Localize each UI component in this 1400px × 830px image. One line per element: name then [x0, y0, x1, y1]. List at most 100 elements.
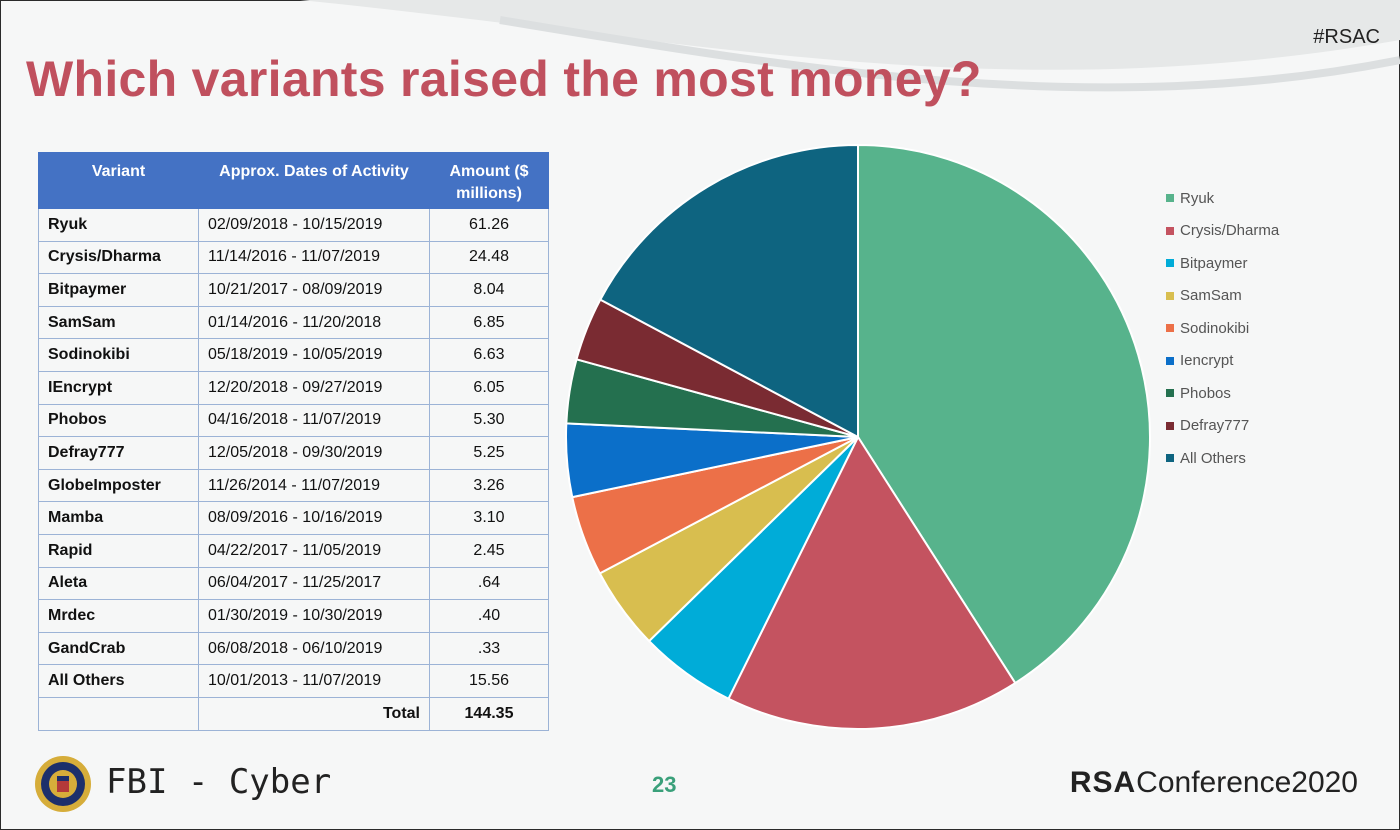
legend-item: Defray777 [1166, 410, 1279, 443]
dates-cell: 06/04/2017 - 11/25/2017 [198, 566, 430, 601]
column-header-dates: Approx. Dates of Activity [198, 152, 430, 209]
variant-cell: IEncrypt [38, 370, 199, 405]
table-row: Phobos 04/16/2018 - 11/07/2019 5.30 [38, 403, 549, 438]
table-row: GlobeImposter 11/26/2014 - 11/07/2019 3.26 [38, 468, 549, 503]
variant-cell: SamSam [38, 305, 199, 340]
dates-cell: 10/21/2017 - 08/09/2019 [198, 273, 430, 307]
pie-chart [565, 143, 1151, 730]
footer-org-name: FBI - Cyber [106, 762, 332, 802]
amount-cell: .40 [429, 599, 549, 633]
dates-cell: 12/05/2018 - 09/30/2019 [198, 436, 430, 470]
legend-swatch [1166, 454, 1174, 463]
dates-cell: 06/08/2018 - 06/10/2019 [198, 631, 430, 666]
legend-item: Iencrypt [1166, 345, 1279, 378]
dates-cell: 08/09/2016 - 10/16/2019 [198, 501, 430, 535]
dates-cell: 11/14/2016 - 11/07/2019 [198, 240, 430, 275]
variant-cell: Mrdec [38, 599, 199, 633]
table-row: GandCrab 06/08/2018 - 06/10/2019.33 [38, 631, 549, 666]
legend-item: Sodinokibi [1166, 312, 1279, 345]
rsa-brand: RSA [1069, 766, 1137, 799]
table-row: All Others 10/01/2013 - 11/07/2019 15.56 [38, 664, 549, 698]
amount-cell: 15.56 [429, 664, 549, 698]
dates-cell: 11/26/2014 - 11/07/2019 [198, 468, 430, 503]
legend-item: Ryuk [1166, 182, 1279, 215]
amount-cell: 8.04 [429, 273, 549, 307]
amount-cell: .64 [429, 566, 549, 601]
rsa-conference-logo: RSAConference2020 [1070, 766, 1358, 800]
legend-label: Phobos [1180, 384, 1231, 402]
legend-swatch [1166, 421, 1174, 430]
table-row: Aleta 06/04/2017 - 11/25/2017.64 [38, 566, 549, 601]
table-row: IEncrypt 12/20/2018 - 09/27/2019 6.05 [38, 370, 549, 405]
legend-item: Phobos [1166, 377, 1279, 410]
background-swoosh [300, 0, 1400, 92]
legend-swatch [1166, 259, 1174, 268]
total-empty-cell [38, 696, 199, 731]
table-row: Ryuk 02/09/2018 - 10/15/2019 61.26 [38, 208, 549, 242]
fbi-seal-logo [35, 756, 91, 812]
amount-cell: 3.26 [429, 468, 549, 503]
amount-cell: 5.25 [429, 436, 549, 470]
table-header-row: Variant Approx. Dates of Activity Amount… [38, 152, 549, 209]
legend-label: Sodinokibi [1180, 319, 1250, 337]
legend-swatch [1166, 356, 1174, 365]
amount-cell: 61.26 [429, 208, 549, 242]
legend-label: Ryuk [1180, 189, 1215, 207]
page-number: 23 [652, 772, 677, 797]
legend-label: Bitpaymer [1180, 254, 1248, 272]
pie-slice-crysis-dharma [727, 434, 1017, 730]
variant-cell: GandCrab [38, 631, 199, 666]
total-label: Total [198, 696, 430, 731]
legend-label: Defray777 [1180, 417, 1250, 435]
table-body: Ryuk 02/09/2018 - 10/15/2019 61.26 Crysis/D… [38, 208, 549, 698]
amount-cell: 6.63 [429, 338, 549, 372]
conference-suffix: Conference2020 [1136, 766, 1358, 799]
pie-slice-all-others [598, 143, 859, 439]
dates-cell: 02/09/2018 - 10/15/2019 [198, 208, 430, 242]
total-row: Total 144.35 [38, 696, 549, 731]
dates-cell: 01/30/2019 - 10/30/2019 [198, 599, 430, 633]
legend-swatch [1166, 389, 1174, 398]
variant-cell: Bitpaymer [38, 273, 199, 307]
amount-cell: 24.48 [429, 240, 549, 275]
variant-cell: GlobeImposter [38, 468, 199, 503]
legend-swatch [1166, 291, 1174, 300]
column-header-amount: Amount ($ millions) [429, 152, 549, 209]
variant-cell: All Others [38, 664, 199, 698]
legend-item: SamSam [1166, 280, 1279, 313]
variant-cell: Sodinokibi [38, 338, 199, 372]
slide-title: Which variants raised the most money? [26, 51, 982, 107]
column-header-variant: Variant [38, 152, 199, 209]
dates-cell: 01/14/2016 - 11/20/2018 [198, 305, 430, 340]
legend-item: Crysis/Dharma [1166, 215, 1279, 248]
legend-swatch [1166, 226, 1174, 235]
rsac-hashtag: #RSAC [1313, 26, 1380, 48]
total-value: 144.35 [429, 696, 549, 731]
legend-item: All Others [1166, 442, 1279, 475]
legend-label: Crysis/Dharma [1180, 222, 1280, 240]
legend-item: Bitpaymer [1166, 247, 1279, 280]
table-row: Sodinokibi 05/18/2019 - 10/05/2019 6.63 [38, 338, 549, 372]
chart-legend: Ryuk Crysis/Dharma Bitpaymer SamSam Sodinoki… [1166, 182, 1279, 475]
dates-cell: 05/18/2019 - 10/05/2019 [198, 338, 430, 372]
variants-table: Variant Approx. Dates of Activity Amount… [38, 152, 549, 731]
amount-cell: 2.45 [429, 533, 549, 568]
amount-cell: 6.05 [429, 370, 549, 405]
dates-cell: 10/01/2013 - 11/07/2019 [198, 664, 430, 698]
table-row: Rapid 04/22/2017 - 11/05/2019 2.45 [38, 533, 549, 568]
variant-cell: Phobos [38, 403, 199, 438]
dates-cell: 12/20/2018 - 09/27/2019 [198, 370, 430, 405]
amount-cell: 5.30 [429, 403, 549, 438]
amount-cell: .33 [429, 631, 549, 666]
variant-cell: Aleta [38, 566, 199, 601]
amount-cell: 6.85 [429, 305, 549, 340]
table-row: Mrdec 01/30/2019 - 10/30/2019.40 [38, 599, 549, 633]
table-row: Defray777 12/05/2018 - 09/30/2019 5.25 [38, 436, 549, 470]
variant-cell: Ryuk [38, 208, 199, 242]
table-row: Crysis/Dharma 11/14/2016 - 11/07/2019 24.4… [38, 240, 549, 275]
dates-cell: 04/22/2017 - 11/05/2019 [198, 533, 430, 568]
variant-cell: Defray777 [38, 436, 199, 470]
variant-cell: Mamba [38, 501, 199, 535]
legend-label: Iencrypt [1180, 352, 1234, 370]
legend-label: All Others [1180, 449, 1246, 467]
